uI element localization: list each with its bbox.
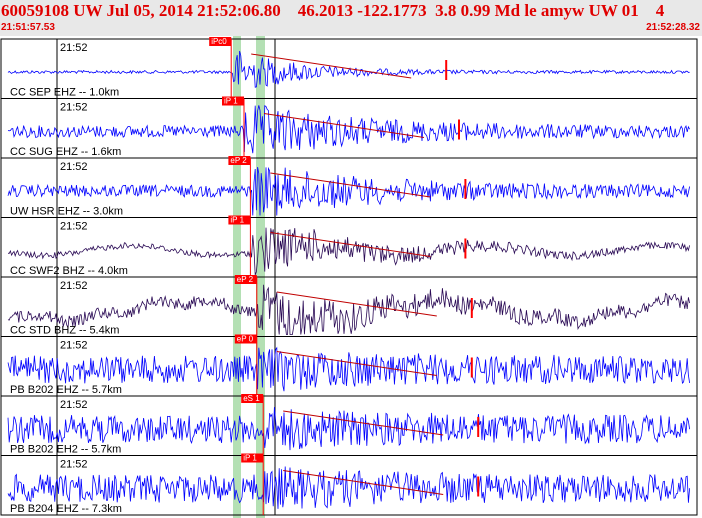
- phase-pick-label: iP 1: [224, 97, 238, 106]
- coda-line: [276, 351, 437, 376]
- trace-panel[interactable]: eP 0 21:52 PB B202 EHZ -- 5.7km: [0, 334, 698, 397]
- coda-line: [263, 113, 425, 138]
- seismic-waveform: [7, 466, 690, 509]
- phase-pick-label: eP 0: [237, 335, 254, 344]
- window-start-time: 21:51:57.53: [1, 22, 55, 33]
- phase-pick-box[interactable]: [234, 334, 257, 344]
- coda-line: [283, 470, 444, 495]
- time-tick-label: 21:52: [60, 280, 88, 292]
- phase-pick-box[interactable]: [228, 156, 251, 165]
- phase-pick-box[interactable]: [241, 394, 264, 403]
- seismic-waveform: [7, 284, 690, 335]
- phase-pick-box[interactable]: [222, 96, 244, 106]
- coda-line: [251, 53, 412, 79]
- phase-pick-label: eS 1: [243, 394, 260, 403]
- seismic-waveform: [7, 166, 690, 216]
- station-channel-label: PB B202 EH2 -- 5.7km: [10, 444, 121, 456]
- time-tick-label: 21:52: [60, 340, 88, 352]
- seismic-waveform: [7, 407, 690, 451]
- station-channel-label: CC SWF2 BHZ -- 4.0km: [10, 265, 128, 277]
- coda-line: [276, 291, 437, 317]
- station-channel-label: PB B204 EHZ -- 7.3km: [10, 503, 122, 515]
- time-tick-label: 21:52: [60, 459, 88, 471]
- phase-pick-box[interactable]: [209, 37, 232, 46]
- trace-panel[interactable]: iP 1 21:52 PB B204 EHZ -- 7.3km: [0, 453, 698, 516]
- event-title: 60059108 UW Jul 05, 2014 21:52:06.80 46.…: [1, 1, 665, 20]
- phase-pick-label: eP 2: [230, 156, 247, 165]
- trace-panel[interactable]: iP 1 21:52 CC SWF2 BHZ -- 4.0km: [0, 215, 698, 278]
- station-channel-label: CC SEP EHZ -- 1.0km: [10, 87, 119, 99]
- phase-pick-label: eP 2: [237, 275, 254, 284]
- coda-line: [270, 232, 431, 257]
- trace-panel[interactable]: iP 1 21:52 CC SUG EHZ -- 1.6km: [0, 96, 698, 159]
- time-tick-label: 21:52: [60, 221, 88, 233]
- seismogram-plot[interactable]: iPc0 21:52 CC SEP EHZ -- 1.0km iP 1 21:52 CC …: [0, 36, 702, 518]
- trace-panel[interactable]: eS 1 21:52 PB B202 EH2 -- 5.7km: [0, 394, 698, 456]
- trace-panel[interactable]: iPc0 21:52 CC SEP EHZ -- 1.0km: [0, 37, 698, 99]
- header-bar: 60059108 UW Jul 05, 2014 21:52:06.80 46.…: [0, 0, 702, 36]
- station-channel-label: PB B202 EHZ -- 5.7km: [10, 384, 122, 396]
- phase-pick-box[interactable]: [241, 453, 264, 463]
- seismic-waveform: [7, 346, 690, 392]
- window-end-time: 21:52:28.32: [646, 22, 700, 33]
- trace-panel-frame: [0, 455, 698, 516]
- time-tick-label: 21:52: [60, 102, 88, 114]
- time-tick-label: 21:52: [60, 399, 88, 411]
- phase-pick-box[interactable]: [234, 275, 257, 284]
- seismic-waveform: [7, 104, 690, 154]
- station-channel-label: CC STD BHZ -- 5.4km: [10, 325, 119, 337]
- station-channel-label: UW HSR EHZ -- 3.0km: [10, 206, 123, 218]
- time-tick-label: 21:52: [60, 42, 88, 54]
- phase-pick-label: iPc0: [211, 37, 227, 46]
- phase-pick-label: iP 1: [230, 216, 244, 225]
- time-tick-label: 21:52: [60, 161, 88, 173]
- coda-line: [270, 172, 431, 198]
- coda-line: [283, 410, 444, 436]
- seismic-waveform: [7, 227, 690, 276]
- phase-pick-label: iP 1: [243, 454, 257, 463]
- phase-pick-box[interactable]: [228, 215, 251, 225]
- station-channel-label: CC SUG EHZ -- 1.6km: [10, 146, 121, 158]
- seismic-waveform: [7, 50, 690, 88]
- trace-panel[interactable]: eP 2 21:52 UW HSR EHZ -- 3.0km: [0, 156, 698, 218]
- trace-panel[interactable]: eP 2 21:52 CC STD BHZ -- 5.4km: [0, 275, 698, 337]
